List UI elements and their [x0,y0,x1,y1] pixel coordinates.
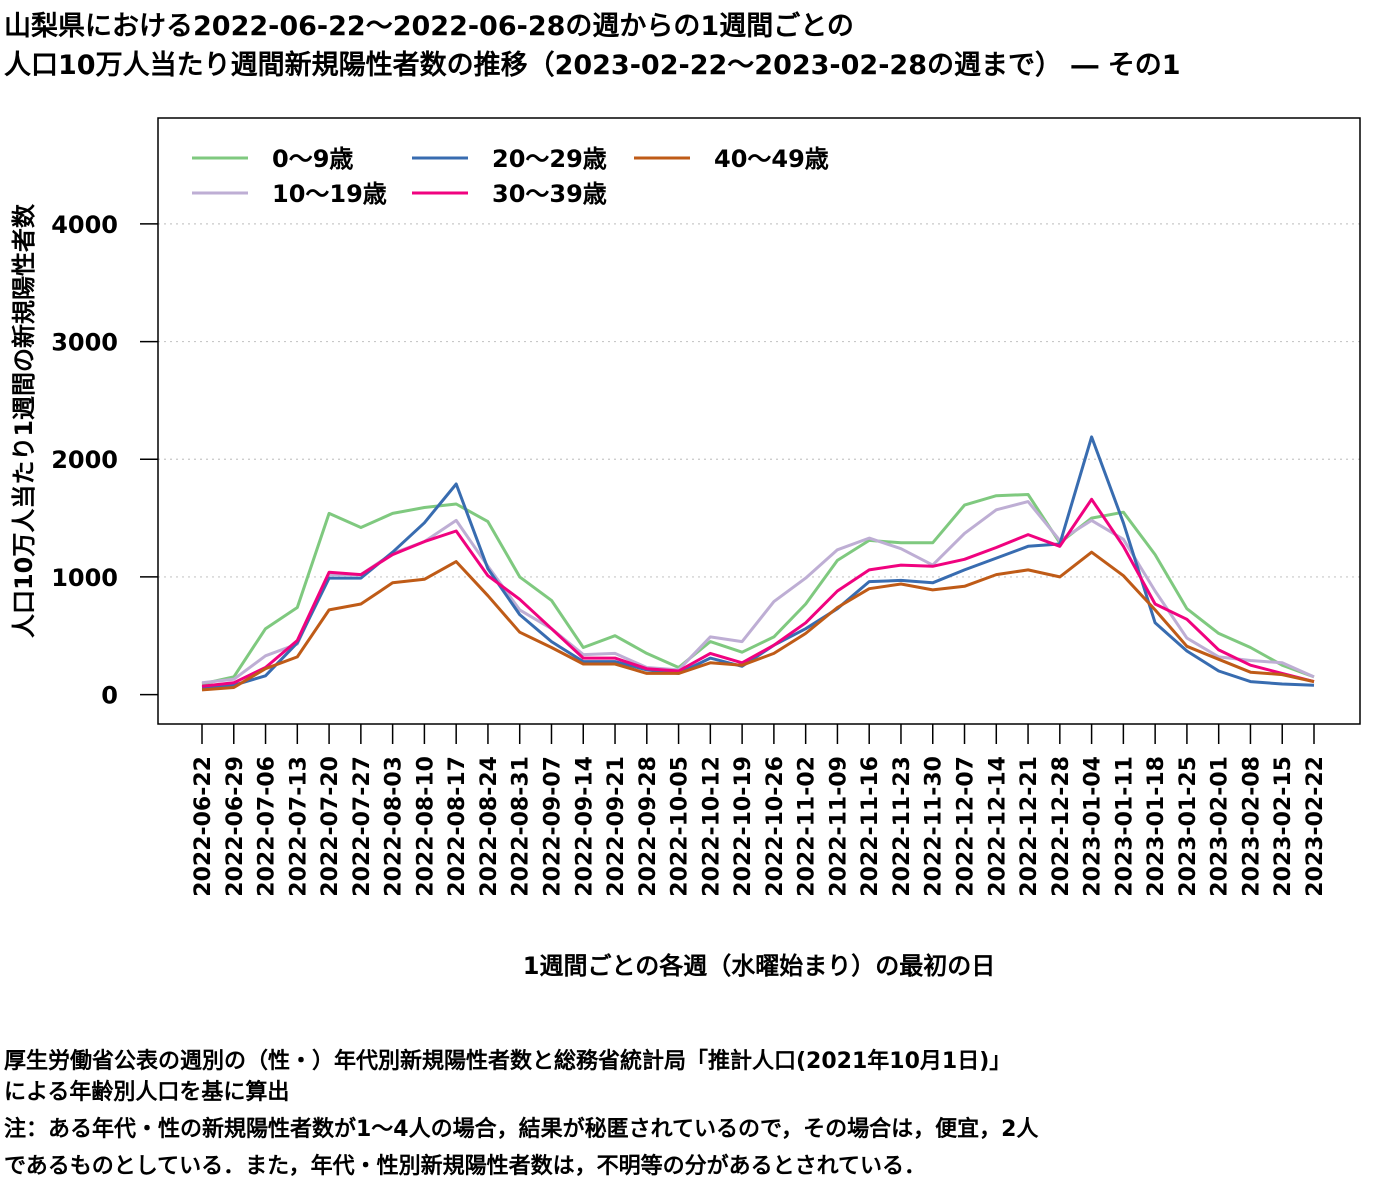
source-note-line-2: による年齢別人口を基に算出 [4,1080,290,1105]
footnote-line-1: 注：ある年代・性の新規陽性者数が1〜4人の場合，結果が秘匿されているので，その場… [4,1117,1039,1142]
chart-title-line-2: 人口10万人当たり週間新規陽性者数の推移（2023-02-22〜2023-02-… [4,50,1181,81]
legend-label: 30〜39歳 [492,180,607,208]
y-tick-label: 0 [101,682,118,710]
x-tick-label: 2022-11-16 [858,756,883,897]
x-tick-label: 2022-11-30 [922,756,947,897]
x-tick-label: 2023-01-18 [1144,756,1169,897]
series-line [201,435,1315,689]
x-tick-label: 2022-08-10 [413,756,438,897]
x-tick-label: 2022-08-03 [382,756,407,897]
x-tick-label: 2023-02-01 [1208,756,1233,897]
x-tick-label: 2022-07-20 [318,756,343,897]
legend-label: 10〜19歳 [272,180,387,208]
source-note-line-1: 厚生労働省公表の週別の（性・）年代別新規陽性者数と総務省統計局「推計人口(202… [4,1049,1012,1074]
x-tick-label: 2022-06-22 [191,756,216,897]
x-tick-label: 2022-12-14 [985,756,1010,897]
y-axis-label: 人口10万人当たり1週間の新規陽性者数 [10,203,38,638]
x-tick-label: 2023-02-08 [1239,756,1264,897]
x-tick-label: 2022-09-28 [636,756,661,897]
y-tick-label: 4000 [51,211,118,239]
y-tick-label: 2000 [51,446,118,474]
x-tick-label: 2022-07-06 [255,756,280,897]
legend-label: 0〜9歳 [272,145,353,173]
x-tick-label: 2022-08-31 [509,756,534,897]
x-tick-label: 2022-11-23 [890,756,915,897]
x-tick-label: 2023-01-04 [1081,756,1106,897]
y-tick-label: 1000 [51,564,118,592]
series-line [201,497,1315,688]
footnote-line-2: であるものとしている．また，年代・性別新規陽性者数は，不明等の分があるとされてい… [4,1154,927,1179]
x-tick-label: 2022-12-07 [954,756,979,897]
x-tick-label: 2023-02-22 [1303,756,1328,897]
x-tick-label: 2022-09-14 [572,756,597,897]
series-line [201,493,1315,686]
x-tick-label: 2022-06-29 [223,756,248,897]
x-tick-label: 2022-10-19 [731,756,756,897]
x-tick-label: 2023-01-25 [1176,756,1201,897]
x-tick-label: 2022-09-07 [540,756,565,897]
x-tick-label: 2022-12-28 [1049,756,1074,897]
x-tick-label: 2022-07-27 [350,756,375,897]
x-tick-label: 2022-08-17 [445,756,470,897]
legend-label: 20〜29歳 [492,145,607,173]
x-tick-label: 2022-11-09 [826,756,851,897]
legend-label: 40〜49歳 [714,145,829,173]
x-tick-label: 2023-02-15 [1271,756,1296,897]
x-tick-label: 2022-11-02 [795,756,820,897]
series-line [201,550,1315,692]
line-chart: 0 1000 2000 3000 4000 2022-06-22 2022-06-29 20… [10,117,1361,980]
x-tick-label: 2022-10-05 [668,756,693,897]
legend: 0〜9歳 10〜19歳 20〜29歳 30〜39歳 40〜49歳 [192,145,829,208]
x-tick-label: 2022-07-13 [286,756,311,897]
chart-title-line-1: 山梨県における2022-06-22〜2022-06-28の週からの1週間ごとの [4,11,854,42]
y-tick-label: 3000 [51,329,118,357]
plot-frame [157,117,1361,725]
x-tick-label: 2022-10-26 [763,756,788,897]
x-tick-label: 2022-09-21 [604,756,629,897]
x-tick-label: 2022-10-12 [699,756,724,897]
x-axis-label: 1週間ごとの各週（水曜始まり）の最初の日 [523,952,995,980]
x-tick-label: 2022-08-24 [477,756,502,897]
x-tick-label: 2022-12-21 [1017,756,1042,897]
x-tick-label: 2023-01-11 [1112,756,1137,897]
